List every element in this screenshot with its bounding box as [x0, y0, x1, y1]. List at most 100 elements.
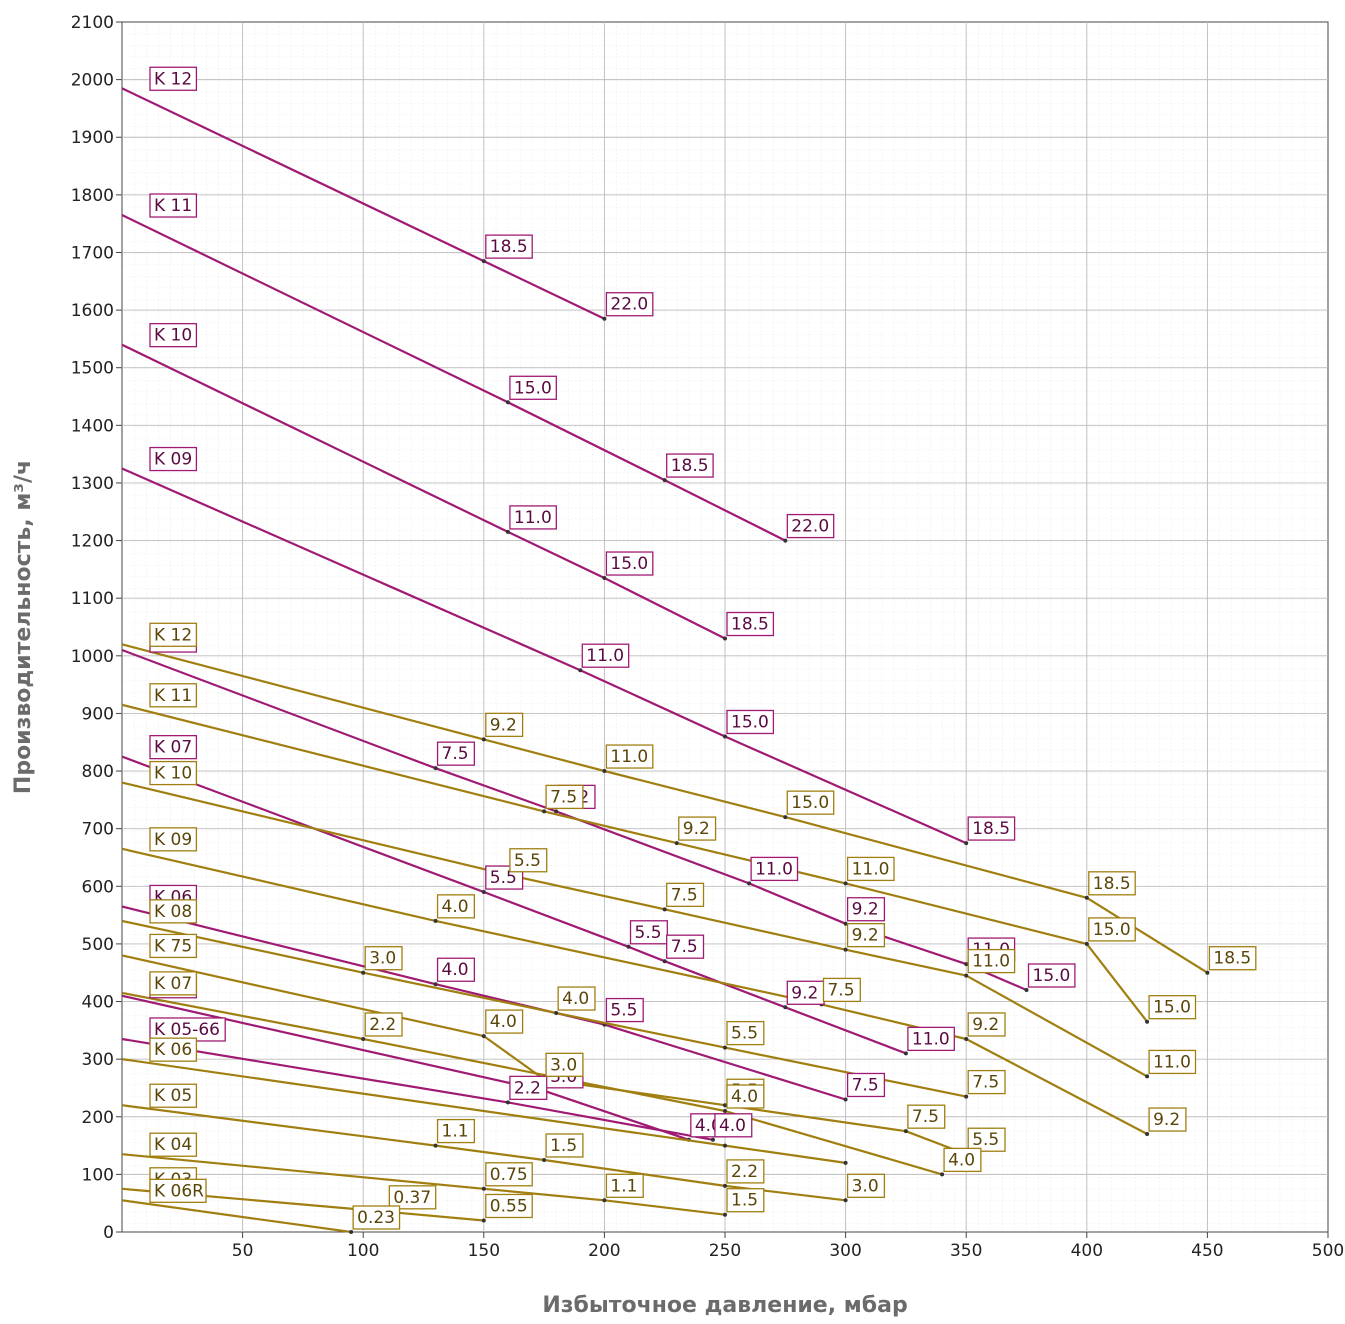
series-name-label: K 11: [149, 683, 198, 708]
point-label-text: 7.5: [550, 787, 577, 807]
point-label-text: 7.5: [671, 885, 698, 905]
y-tick-label: 600: [82, 877, 114, 897]
series-line: [121, 991, 943, 1176]
point-label: 18.5: [666, 453, 714, 478]
data-point: [481, 1186, 486, 1191]
point-label: 4.0: [436, 894, 476, 919]
point-label: 5.5: [726, 1020, 765, 1046]
data-point: [843, 1097, 848, 1102]
point-label-text: 15.0: [1093, 920, 1131, 940]
label-layer: 18.5 22.0 K 12 15.0 18.5 22.0 K 11 11.0 15.0 18.5…: [149, 66, 1257, 1230]
point-label: 0.75: [485, 1162, 533, 1187]
point-label-text: 4.0: [731, 1087, 758, 1107]
y-tick-label: 900: [82, 704, 114, 724]
y-tick-label: 1200: [71, 532, 114, 552]
x-tick-label: 450: [1191, 1241, 1223, 1261]
data-point: [481, 1218, 486, 1223]
point-label-box: [557, 986, 596, 1011]
point-label: 15.0: [786, 790, 835, 815]
data-point: [505, 400, 510, 405]
point-label-text: 3.0: [550, 1055, 577, 1075]
point-label: 11.0: [907, 1026, 955, 1052]
point-label: 9.2: [967, 1012, 1006, 1037]
point-label-text: 18.5: [1093, 874, 1131, 894]
point-label-box: [726, 611, 775, 637]
data-point: [783, 1005, 788, 1010]
series-name-label-text: K 05: [154, 1086, 192, 1106]
point-label-text: 9.2: [1153, 1110, 1180, 1130]
data-point: [964, 841, 969, 846]
point-label-box: [485, 1193, 533, 1219]
data-point: [554, 809, 559, 814]
point-label-box: [364, 1012, 403, 1037]
point-label-box: [509, 375, 557, 400]
point-label: 7.5: [436, 741, 476, 766]
point-label-box: [1148, 1107, 1187, 1132]
point-label-box: [666, 882, 705, 907]
y-tick-label: 1300: [71, 474, 114, 494]
point-label-text: 18.5: [490, 237, 528, 257]
point-label-box: [726, 1159, 765, 1184]
data-point: [723, 1143, 727, 1148]
y-tick-label: 2100: [71, 13, 114, 33]
point-label-box: [485, 234, 533, 259]
series-name-label-text: K 06R: [154, 1181, 204, 1201]
data-point: [843, 881, 848, 886]
point-label-box: [436, 1118, 476, 1144]
data-point: [1024, 988, 1029, 992]
series-name-label: K 12: [149, 66, 198, 91]
data-point: [481, 259, 486, 264]
data-point: [1145, 1132, 1150, 1137]
y-tick-label: 1800: [71, 186, 114, 206]
point-label-box: [1148, 995, 1197, 1020]
point-label: 0.23: [352, 1205, 401, 1230]
point-label-box: [967, 1012, 1006, 1037]
y-tick-label: 1000: [71, 647, 114, 667]
series-line: [121, 755, 907, 1055]
point-label-box: [436, 894, 476, 919]
data-point: [964, 1094, 969, 1099]
point-label: 3.0: [545, 1052, 584, 1077]
point-label-text: 2.2: [369, 1015, 396, 1035]
series-name-label-text: K 06: [154, 1040, 192, 1060]
point-label-text: 1.1: [610, 1176, 637, 1196]
point-label: 15.0: [1088, 917, 1136, 942]
series-name-label: K 12: [149, 622, 198, 647]
y-tick-label: 1400: [71, 416, 114, 436]
point-label-text: 1.1: [442, 1122, 469, 1142]
point-label-box: [967, 1127, 1006, 1152]
point-label: 11.0: [967, 948, 1016, 974]
point-label: 15.0: [1027, 963, 1076, 988]
data-point: [542, 1157, 547, 1162]
y-tick-label: 800: [82, 762, 114, 782]
point-label-text: 3.0: [852, 1176, 879, 1196]
point-label-text: 5.5: [610, 1001, 637, 1021]
point-label: 9.2: [846, 923, 886, 948]
series-name-label: K 09: [149, 446, 198, 472]
point-label-text: 2.2: [514, 1078, 541, 1098]
point-label-box: [509, 1075, 548, 1101]
x-axis-title: Избыточное давление, мбар: [542, 1293, 907, 1318]
y-tick-label: 100: [82, 1165, 114, 1185]
data-point: [602, 769, 607, 774]
series-name-label: K 10: [149, 760, 198, 786]
point-label: 4.0: [436, 957, 476, 982]
point-label-box: [750, 856, 799, 882]
series-name-label-box: [149, 827, 198, 852]
point-label-text: 15.0: [514, 378, 552, 398]
data-point: [964, 973, 969, 978]
point-label: 4.0: [714, 1113, 753, 1138]
point-label-text: 4.0: [490, 1012, 517, 1032]
x-tick-label: 100: [347, 1241, 379, 1261]
point-label-box: [605, 551, 654, 576]
point-label-box: [846, 897, 886, 922]
point-label-box: [678, 816, 717, 841]
point-label-text: 15.0: [791, 793, 829, 813]
point-label-box: [364, 946, 403, 971]
series-line: [121, 781, 1148, 1078]
point-label: 2.2: [726, 1159, 765, 1184]
point-label: 9.2: [846, 897, 886, 922]
series-name-label-box: [149, 971, 198, 996]
point-label-text: 18.5: [671, 456, 709, 476]
